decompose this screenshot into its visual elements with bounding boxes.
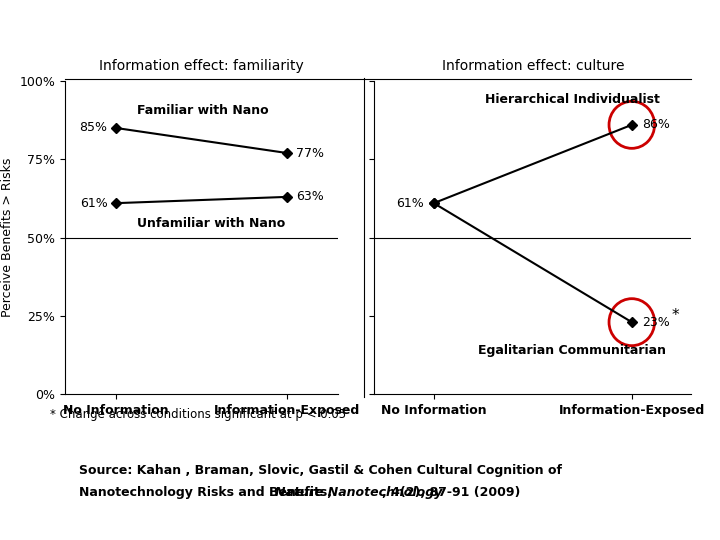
Text: *: * [671, 308, 679, 323]
Text: 61%: 61% [396, 197, 424, 210]
Text: Hierarchical Individualist: Hierarchical Individualist [485, 93, 660, 106]
Title: Information effect: culture: Information effect: culture [441, 59, 624, 73]
Text: 86%: 86% [642, 118, 670, 131]
Text: 63%: 63% [296, 191, 323, 204]
Text: Source: Kahan , Braman, Slovic, Gastil & Cohen Cultural Cognition of: Source: Kahan , Braman, Slovic, Gastil &… [79, 464, 562, 477]
Text: 61%: 61% [80, 197, 107, 210]
Text: Nature Nanotechnology: Nature Nanotechnology [275, 486, 442, 499]
Text: Familiar with Nano: Familiar with Nano [137, 104, 269, 117]
Text: Nanotechnology Risks and Benefits,: Nanotechnology Risks and Benefits, [79, 486, 336, 499]
Text: 85%: 85% [79, 122, 107, 134]
Text: 77%: 77% [296, 146, 324, 159]
Text: 23%: 23% [642, 316, 670, 329]
Title: Information effect: familiarity: Information effect: familiarity [99, 59, 304, 73]
Text: * Change across conditions significant at p < 0.05: * Change across conditions significant a… [50, 408, 346, 421]
Y-axis label: Perceive Benefits > Risks: Perceive Benefits > Risks [1, 158, 14, 318]
Text: Unfamiliar with Nano: Unfamiliar with Nano [137, 217, 285, 230]
Text: Egalitarian Communitarian: Egalitarian Communitarian [478, 344, 667, 357]
Text: , 4(2), 87-91 (2009): , 4(2), 87-91 (2009) [382, 486, 520, 499]
